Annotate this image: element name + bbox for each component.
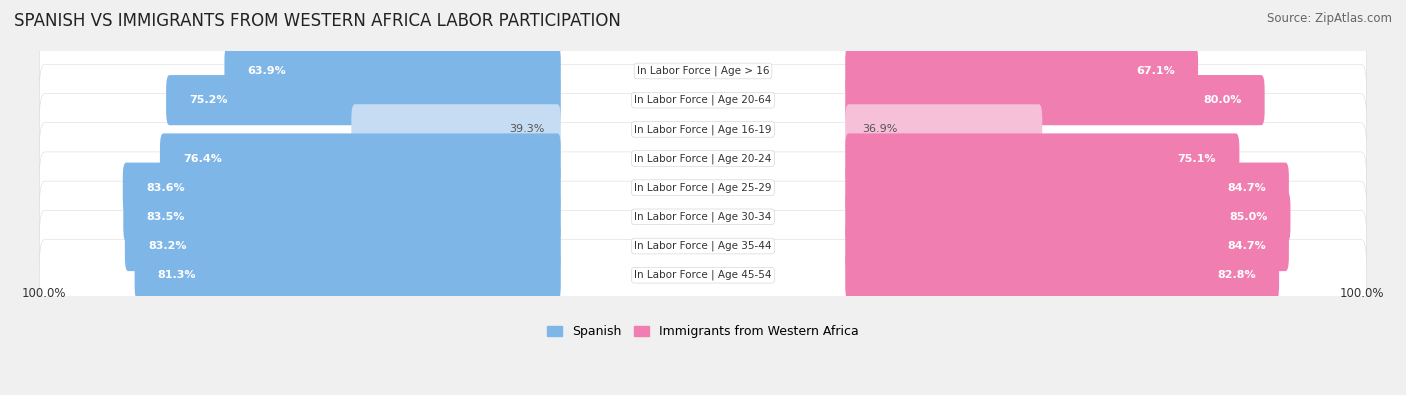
FancyBboxPatch shape <box>352 104 561 154</box>
Text: 85.0%: 85.0% <box>1229 212 1267 222</box>
Text: 75.2%: 75.2% <box>190 95 228 105</box>
FancyBboxPatch shape <box>39 35 1367 107</box>
Text: In Labor Force | Age 25-29: In Labor Force | Age 25-29 <box>634 182 772 193</box>
FancyBboxPatch shape <box>845 46 1198 96</box>
FancyBboxPatch shape <box>39 210 1367 282</box>
FancyBboxPatch shape <box>845 192 1291 242</box>
Text: 83.2%: 83.2% <box>148 241 187 251</box>
FancyBboxPatch shape <box>124 192 561 242</box>
FancyBboxPatch shape <box>39 64 1367 136</box>
FancyBboxPatch shape <box>845 221 1289 271</box>
FancyBboxPatch shape <box>845 163 1289 213</box>
Text: Source: ZipAtlas.com: Source: ZipAtlas.com <box>1267 12 1392 25</box>
Text: 81.3%: 81.3% <box>157 270 197 280</box>
FancyBboxPatch shape <box>125 221 561 271</box>
FancyBboxPatch shape <box>845 75 1264 125</box>
Text: 39.3%: 39.3% <box>509 124 544 134</box>
FancyBboxPatch shape <box>166 75 561 125</box>
Text: SPANISH VS IMMIGRANTS FROM WESTERN AFRICA LABOR PARTICIPATION: SPANISH VS IMMIGRANTS FROM WESTERN AFRIC… <box>14 12 621 30</box>
Text: 100.0%: 100.0% <box>21 287 66 300</box>
FancyBboxPatch shape <box>39 239 1367 311</box>
FancyBboxPatch shape <box>160 134 561 184</box>
Text: In Labor Force | Age 45-54: In Labor Force | Age 45-54 <box>634 270 772 280</box>
Text: 84.7%: 84.7% <box>1227 241 1265 251</box>
Text: In Labor Force | Age > 16: In Labor Force | Age > 16 <box>637 66 769 76</box>
Text: In Labor Force | Age 20-64: In Labor Force | Age 20-64 <box>634 95 772 105</box>
Text: 83.6%: 83.6% <box>146 182 184 193</box>
Text: In Labor Force | Age 35-44: In Labor Force | Age 35-44 <box>634 241 772 251</box>
Text: 80.0%: 80.0% <box>1204 95 1241 105</box>
FancyBboxPatch shape <box>845 104 1042 154</box>
Text: 76.4%: 76.4% <box>183 154 222 164</box>
Text: 82.8%: 82.8% <box>1218 270 1256 280</box>
FancyBboxPatch shape <box>845 250 1279 300</box>
Legend: Spanish, Immigrants from Western Africa: Spanish, Immigrants from Western Africa <box>543 320 863 343</box>
Text: In Labor Force | Age 16-19: In Labor Force | Age 16-19 <box>634 124 772 135</box>
Text: In Labor Force | Age 30-34: In Labor Force | Age 30-34 <box>634 212 772 222</box>
Text: In Labor Force | Age 20-24: In Labor Force | Age 20-24 <box>634 153 772 164</box>
FancyBboxPatch shape <box>845 134 1239 184</box>
FancyBboxPatch shape <box>225 46 561 96</box>
FancyBboxPatch shape <box>39 181 1367 252</box>
Text: 83.5%: 83.5% <box>146 212 184 222</box>
FancyBboxPatch shape <box>122 163 561 213</box>
Text: 100.0%: 100.0% <box>1340 287 1385 300</box>
FancyBboxPatch shape <box>39 123 1367 194</box>
Text: 84.7%: 84.7% <box>1227 182 1265 193</box>
Text: 67.1%: 67.1% <box>1136 66 1175 76</box>
FancyBboxPatch shape <box>39 94 1367 165</box>
FancyBboxPatch shape <box>39 152 1367 224</box>
FancyBboxPatch shape <box>135 250 561 300</box>
Text: 75.1%: 75.1% <box>1178 154 1216 164</box>
Text: 36.9%: 36.9% <box>862 124 897 134</box>
Text: 63.9%: 63.9% <box>247 66 287 76</box>
